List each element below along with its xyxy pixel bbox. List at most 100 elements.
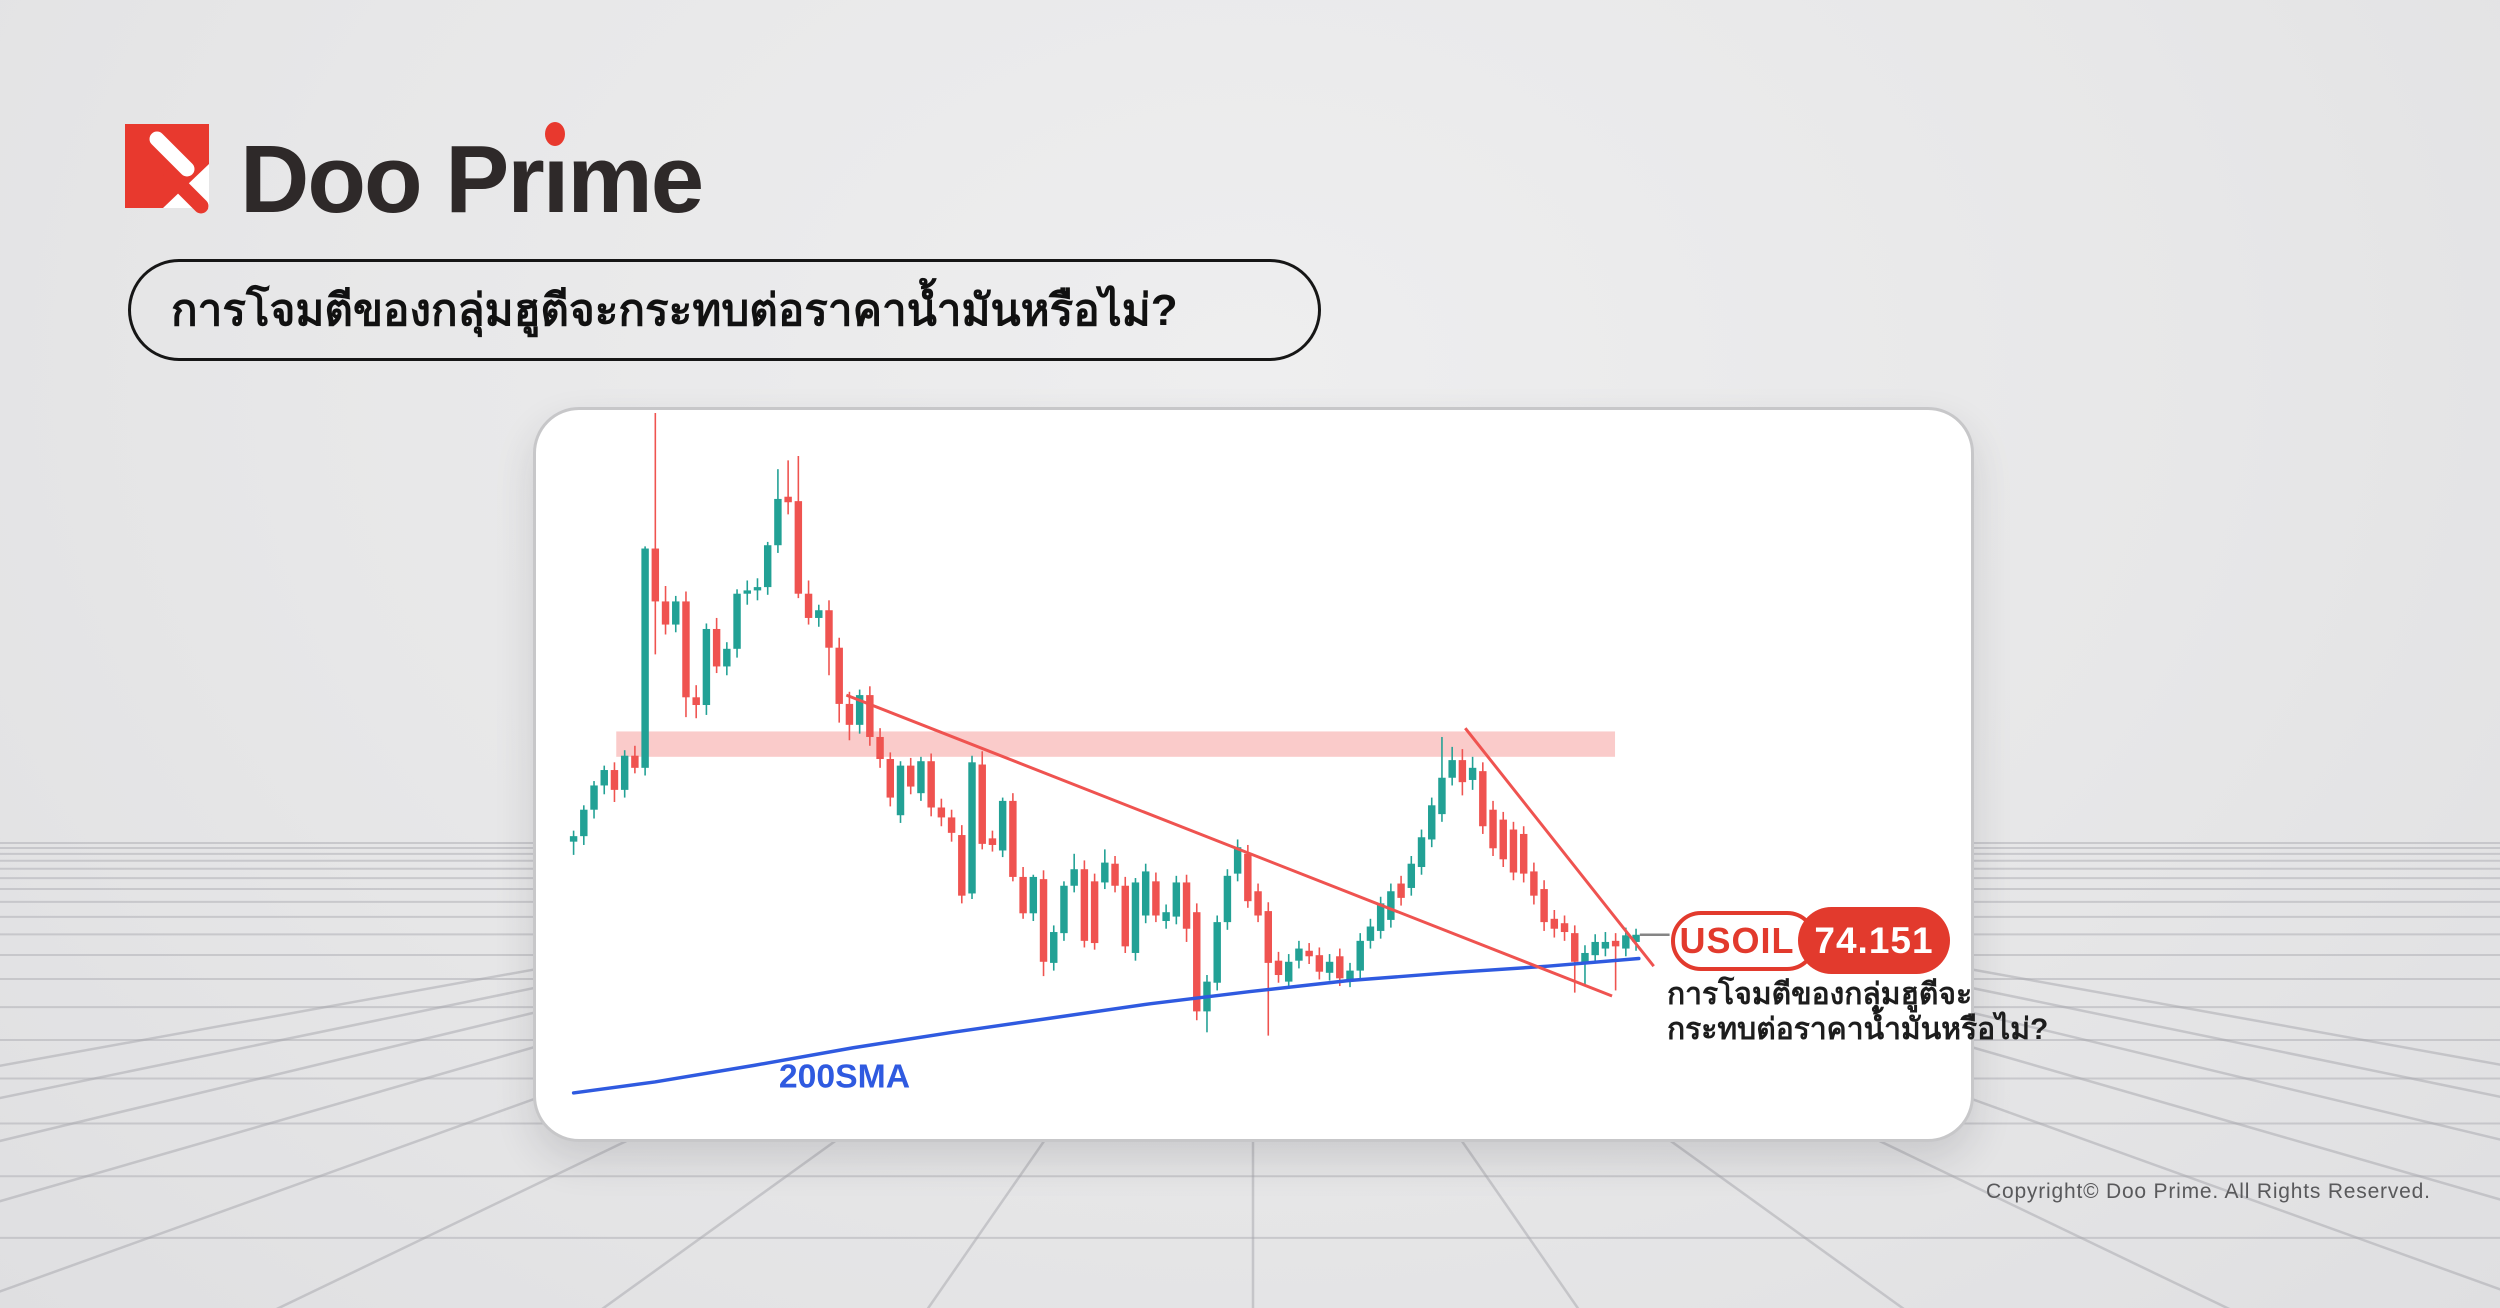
candle-body: [1622, 935, 1630, 949]
candle-body: [1428, 805, 1436, 840]
candle-body: [1632, 934, 1640, 942]
candle-body: [1274, 960, 1283, 976]
candle-body: [1193, 912, 1201, 1012]
candle-body: [1131, 882, 1140, 953]
candle-body: [1387, 891, 1395, 920]
candle-body: [907, 765, 915, 787]
callout-caption: การโจมตีของกลุ่มฮูตีจะ กระทบต่อราคาน้ำมั…: [1667, 977, 2048, 1048]
candle-body: [1029, 876, 1038, 914]
candle-body: [580, 809, 588, 837]
candle-body: [1499, 819, 1507, 860]
doo-prime-logo-icon: [125, 124, 209, 214]
candle-body: [958, 835, 966, 896]
candle-body: [610, 770, 619, 790]
candle-body: [968, 762, 976, 894]
candle-body: [947, 817, 956, 833]
candle-body: [672, 601, 680, 625]
candle-body: [1479, 771, 1487, 827]
candle-body: [1152, 881, 1160, 916]
candle-body: [682, 601, 690, 698]
candle-body: [723, 648, 731, 667]
sma-label: 200SMA: [779, 1057, 910, 1095]
candle-body: [1213, 922, 1221, 983]
candle-body: [763, 545, 772, 588]
candle-body: [743, 590, 751, 594]
candle-body: [1356, 940, 1364, 971]
candle-body: [753, 587, 762, 591]
candle-body: [1121, 885, 1129, 947]
logo-i-red-dot: ı: [542, 126, 570, 233]
candle-body: [876, 736, 884, 760]
sma-line: [571, 956, 1641, 1095]
candle-body: [1244, 853, 1252, 902]
candle-body: [866, 695, 874, 737]
candle-body: [620, 755, 629, 790]
candle-body: [712, 628, 721, 667]
candle-body: [1141, 871, 1150, 916]
candle-body: [1162, 912, 1170, 922]
candle-body: [1346, 970, 1354, 981]
candle-body: [998, 800, 1007, 851]
caption-line-1: การโจมตีของกลุ่มฮูตีจะ: [1667, 978, 1973, 1011]
candle-body: [1489, 809, 1497, 849]
candle-body: [1571, 933, 1579, 962]
candle-body: [1254, 891, 1262, 916]
candle-body: [1601, 941, 1610, 949]
chart-card: 200SMA: [533, 407, 1974, 1142]
candle-body: [590, 785, 598, 810]
candle-body: [1223, 875, 1232, 923]
candle-body: [702, 628, 711, 706]
candle-body: [1376, 903, 1385, 931]
candle-body: [988, 838, 997, 845]
trendline-steep: [1464, 727, 1655, 968]
candle-body: [1019, 876, 1027, 914]
candle-body: [651, 548, 660, 602]
candle-body: [978, 764, 986, 844]
candle-body: [1591, 941, 1599, 956]
candle-body: [1295, 948, 1303, 961]
candle-body: [1305, 950, 1313, 957]
candle-body: [1325, 961, 1334, 973]
trendline-long: [845, 693, 1613, 998]
candle-body: [1080, 869, 1089, 941]
candle-body: [1550, 918, 1559, 929]
candle-body: [1039, 879, 1048, 962]
candle-body: [1581, 952, 1589, 963]
candle-body: [631, 755, 639, 768]
candle-body: [1070, 869, 1078, 886]
headline-pill: การโจมตีของกลุ่มฮูตีจะกระทบต่อราคาน้ำมัน…: [128, 259, 1321, 361]
candle-body: [855, 695, 864, 725]
candle-body: [661, 601, 670, 625]
candle-body: [1560, 923, 1569, 933]
candle-body: [1519, 833, 1528, 874]
candle-body: [1009, 800, 1017, 877]
logo-text-left: Doo Pr: [240, 126, 545, 233]
candle-body: [1397, 883, 1405, 898]
candle-body: [804, 593, 813, 618]
candle-body: [641, 548, 649, 768]
candle-body: [1264, 911, 1272, 963]
candle-body: [886, 759, 895, 798]
candle-body: [1448, 760, 1456, 778]
symbol-pill: USOIL: [1671, 911, 1817, 971]
candle-body: [1611, 940, 1620, 947]
symbol-label: USOIL: [1679, 920, 1795, 961]
logo-text-right: me: [567, 126, 704, 233]
candle-body: [1366, 926, 1375, 941]
candle-body: [845, 703, 854, 725]
price-pill: 74.151: [1798, 907, 1950, 974]
candle-body: [569, 836, 578, 842]
price-value: 74.151: [1814, 919, 1934, 961]
candle-body: [1458, 760, 1467, 783]
doo-prime-logo-text: Doo Prıme: [240, 132, 704, 228]
candle-body: [784, 496, 792, 503]
candle-body: [1438, 777, 1446, 815]
candle-body: [1284, 961, 1293, 982]
candle-body: [1182, 882, 1191, 929]
candle-body: [1417, 837, 1426, 868]
candle-body: [1407, 863, 1416, 888]
resistance-zone: [616, 731, 1616, 757]
candle-body: [1315, 955, 1324, 972]
candle-body: [774, 498, 782, 546]
